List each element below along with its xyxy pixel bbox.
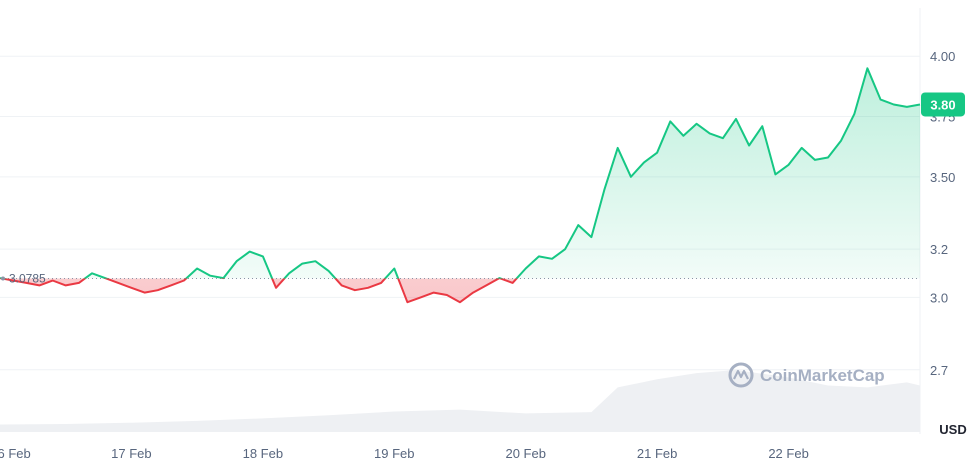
price-line-up	[0, 67, 921, 279]
price-fill-down	[2, 278, 517, 303]
x-tick-label: 21 Feb	[637, 446, 677, 461]
y-tick-label: 3.2	[930, 242, 948, 257]
x-axis: 16 Feb 17 Feb 18 Feb 19 Feb 20 Feb 21 Feb 22 F…	[0, 446, 809, 461]
coinmarketcap-watermark: CoinMarketCap	[728, 362, 885, 388]
y-tick-label: 2.7	[930, 363, 948, 378]
price-line-down	[0, 278, 518, 304]
coinmarketcap-logo-icon	[728, 362, 754, 388]
current-price-badge-bg	[921, 92, 965, 117]
x-tick-label: 16 Feb	[0, 446, 31, 461]
current-price-badge: 3.80	[921, 92, 965, 117]
x-tick-label: 18 Feb	[243, 446, 283, 461]
y-axis: 2.73.03.23.503.754.00	[930, 49, 955, 378]
price-fill-up	[0, 68, 920, 279]
current-price-label: 3.80	[930, 97, 955, 112]
baseline-label-text: 3.0785	[9, 271, 46, 285]
price-line	[0, 67, 921, 304]
price-fill	[0, 68, 920, 303]
baseline-label: 3.0785	[1, 271, 46, 285]
x-tick-label: 22 Feb	[768, 446, 808, 461]
baseline-dot	[1, 276, 5, 281]
watermark-text: CoinMarketCap	[760, 366, 885, 385]
volume-area	[0, 370, 920, 432]
y-tick-label: 3.50	[930, 170, 955, 185]
x-tick-label: 20 Feb	[505, 446, 545, 461]
x-tick-label: 19 Feb	[374, 446, 414, 461]
grid-lines	[0, 8, 921, 434]
y-tick-label: 4.00	[930, 49, 955, 64]
currency-unit-label: USD	[939, 422, 966, 437]
x-tick-label: 17 Feb	[111, 446, 151, 461]
volume-area-shape	[0, 370, 920, 432]
y-tick-label: 3.0	[930, 290, 948, 305]
